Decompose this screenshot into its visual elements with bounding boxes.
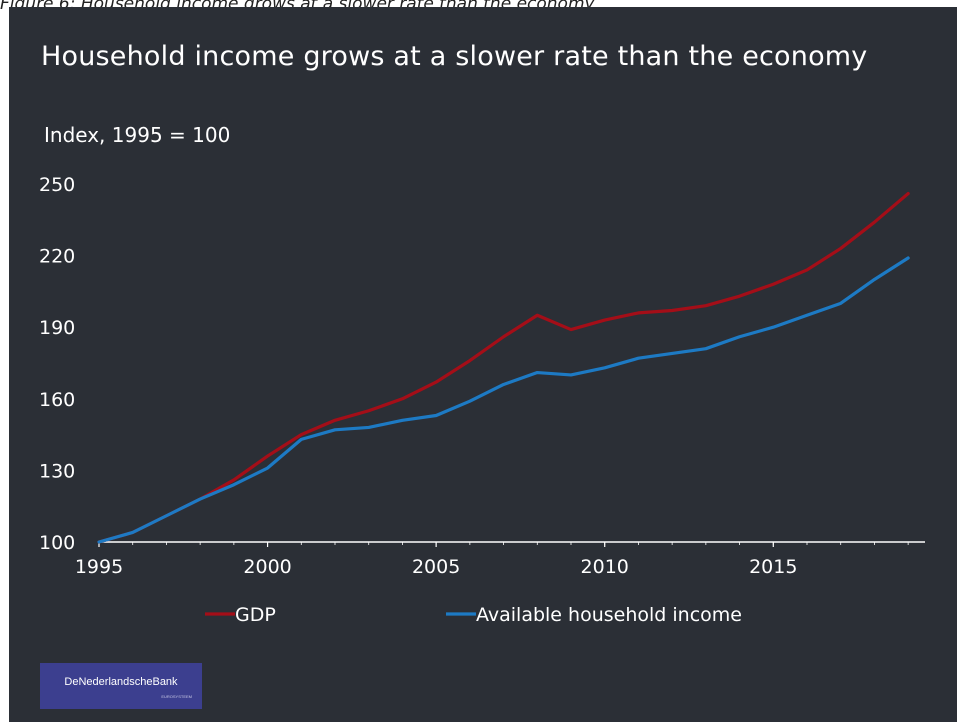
x-tick-label: 1995 [75,556,123,578]
chart-title: Household income grows at a slower rate … [41,41,868,72]
x-tick-label: 2010 [581,556,629,578]
logo-text: DeNederlandscheBank [64,676,178,688]
y-tick-label: 130 [39,460,75,482]
y-tick-label: 100 [39,532,75,554]
y-tick-label: 160 [39,389,75,411]
x-tick-label: 2015 [749,556,797,578]
chart-panel: Household income grows at a slower rate … [9,7,957,722]
legend-label-1: Available household income [476,604,742,626]
chart-axes: 1995 2000 2005 2010 2015 100 130 160 190 220 250 [39,174,925,578]
legend-label-0: GDP [235,604,276,626]
y-tick-label: 250 [39,174,75,196]
y-tick-label: 220 [39,246,75,268]
dnb-logo: DeNederlandscheBank EUROSYSTEEM [40,663,202,709]
logo-subtext: EUROSYSTEEM [161,694,192,699]
series-line-1 [97,256,910,544]
line-chart: 1995 2000 2005 2010 2015 100 130 160 190 220 250 G… [39,174,925,626]
x-tick-label: 2005 [412,556,460,578]
y-axis-label: Index, 1995 = 100 [44,123,231,147]
chart-legend: GDP Available household income [205,604,742,626]
series-line-0 [97,191,910,544]
chart-lines [97,191,910,544]
y-tick-label: 190 [39,317,75,339]
x-tick-label: 2000 [243,556,291,578]
